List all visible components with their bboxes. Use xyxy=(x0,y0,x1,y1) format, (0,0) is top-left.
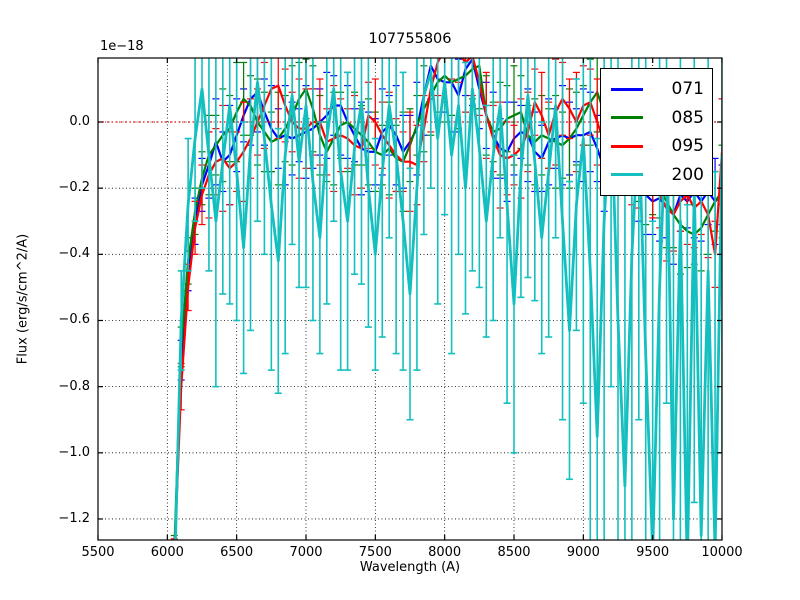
legend-item: 095 xyxy=(611,133,704,159)
x-axis-label: Wavelength (A) xyxy=(359,560,461,575)
x-tick-label: 6000 xyxy=(150,545,184,560)
x-tick-label: 7000 xyxy=(289,545,323,560)
x-tick-label: 8000 xyxy=(428,545,462,560)
y-tick-label: −0.4 xyxy=(58,246,90,262)
legend-label: 095 xyxy=(671,136,704,157)
legend-item: 071 xyxy=(611,76,704,102)
legend-item: 085 xyxy=(611,105,704,131)
legend-line-swatch xyxy=(611,87,643,91)
x-tick-label: 8500 xyxy=(497,545,531,560)
y-axis-offset-text: 1e−18 xyxy=(100,39,144,54)
legend-line-swatch xyxy=(611,116,643,120)
y-tick-label: −1.2 xyxy=(58,510,90,526)
y-tick-label: −0.2 xyxy=(58,180,90,196)
legend-label: 071 xyxy=(671,79,704,100)
legend-line-swatch xyxy=(611,173,643,177)
y-tick-label: −0.8 xyxy=(58,378,90,394)
y-tick-label: −0.6 xyxy=(58,312,90,328)
axes-spines xyxy=(97,57,723,541)
legend-box: 071 085 095 200 xyxy=(600,68,713,196)
legend-label: 085 xyxy=(671,107,704,128)
y-tick-label: 0.0 xyxy=(69,114,90,129)
x-tick-label: 10000 xyxy=(701,545,743,560)
x-tick-label: 7500 xyxy=(358,545,392,560)
legend-item: 200 xyxy=(611,162,704,188)
x-tick-label: 9500 xyxy=(636,545,670,560)
x-tick-label: 5500 xyxy=(81,545,115,560)
y-tick-label: −1.0 xyxy=(58,444,90,460)
legend-line-swatch xyxy=(611,144,643,148)
spectrum-line-200 xyxy=(174,71,722,540)
x-tick-label: 9000 xyxy=(566,545,600,560)
legend-label: 200 xyxy=(671,164,704,185)
x-tick-label: 6500 xyxy=(220,545,254,560)
plot-title: 107755806 xyxy=(368,31,452,47)
series-200 xyxy=(174,58,722,540)
